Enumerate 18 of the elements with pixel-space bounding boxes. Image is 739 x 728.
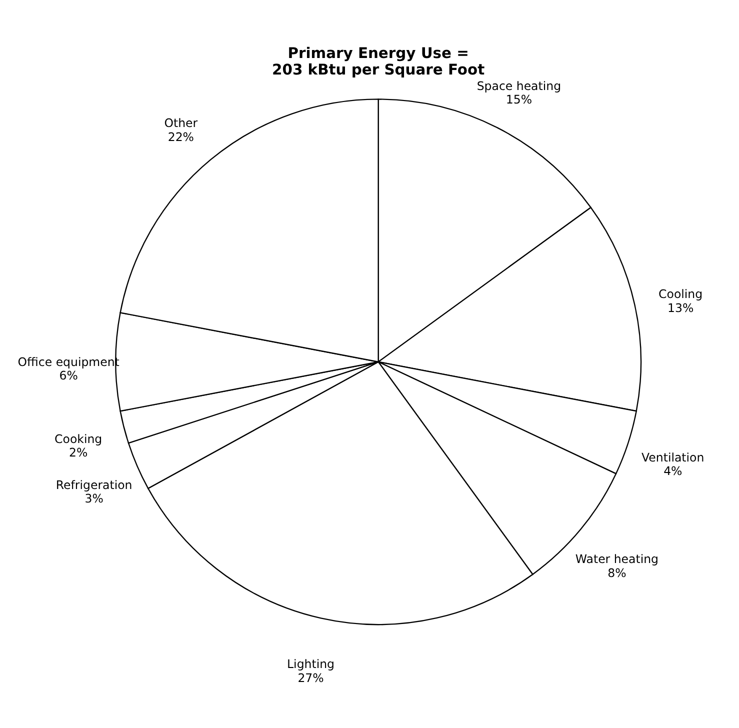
slice-label: Cooking — [54, 432, 102, 446]
slice-label: Lighting — [287, 657, 335, 672]
slice-label: Water heating — [575, 552, 659, 566]
data-label: 8% — [608, 566, 626, 580]
slice-label: Space heating — [476, 78, 562, 93]
data-label: 2% — [69, 446, 88, 460]
slice-label: Other — [164, 116, 198, 130]
data-label: 4% — [664, 464, 682, 478]
data-label: 13% — [668, 300, 694, 315]
data-label: 27% — [298, 670, 324, 685]
data-label: 3% — [84, 492, 104, 506]
slice-label: Refrigeration — [56, 478, 132, 492]
chart-title: Primary Energy Use = 203 kBtu per Square Foot — [272, 45, 485, 79]
data-label: 6% — [59, 368, 78, 383]
slice-label: Cooling — [658, 287, 703, 302]
slice-label: Ventilation — [642, 450, 704, 464]
data-label: 15% — [506, 92, 532, 107]
data-label: 22% — [168, 130, 194, 144]
